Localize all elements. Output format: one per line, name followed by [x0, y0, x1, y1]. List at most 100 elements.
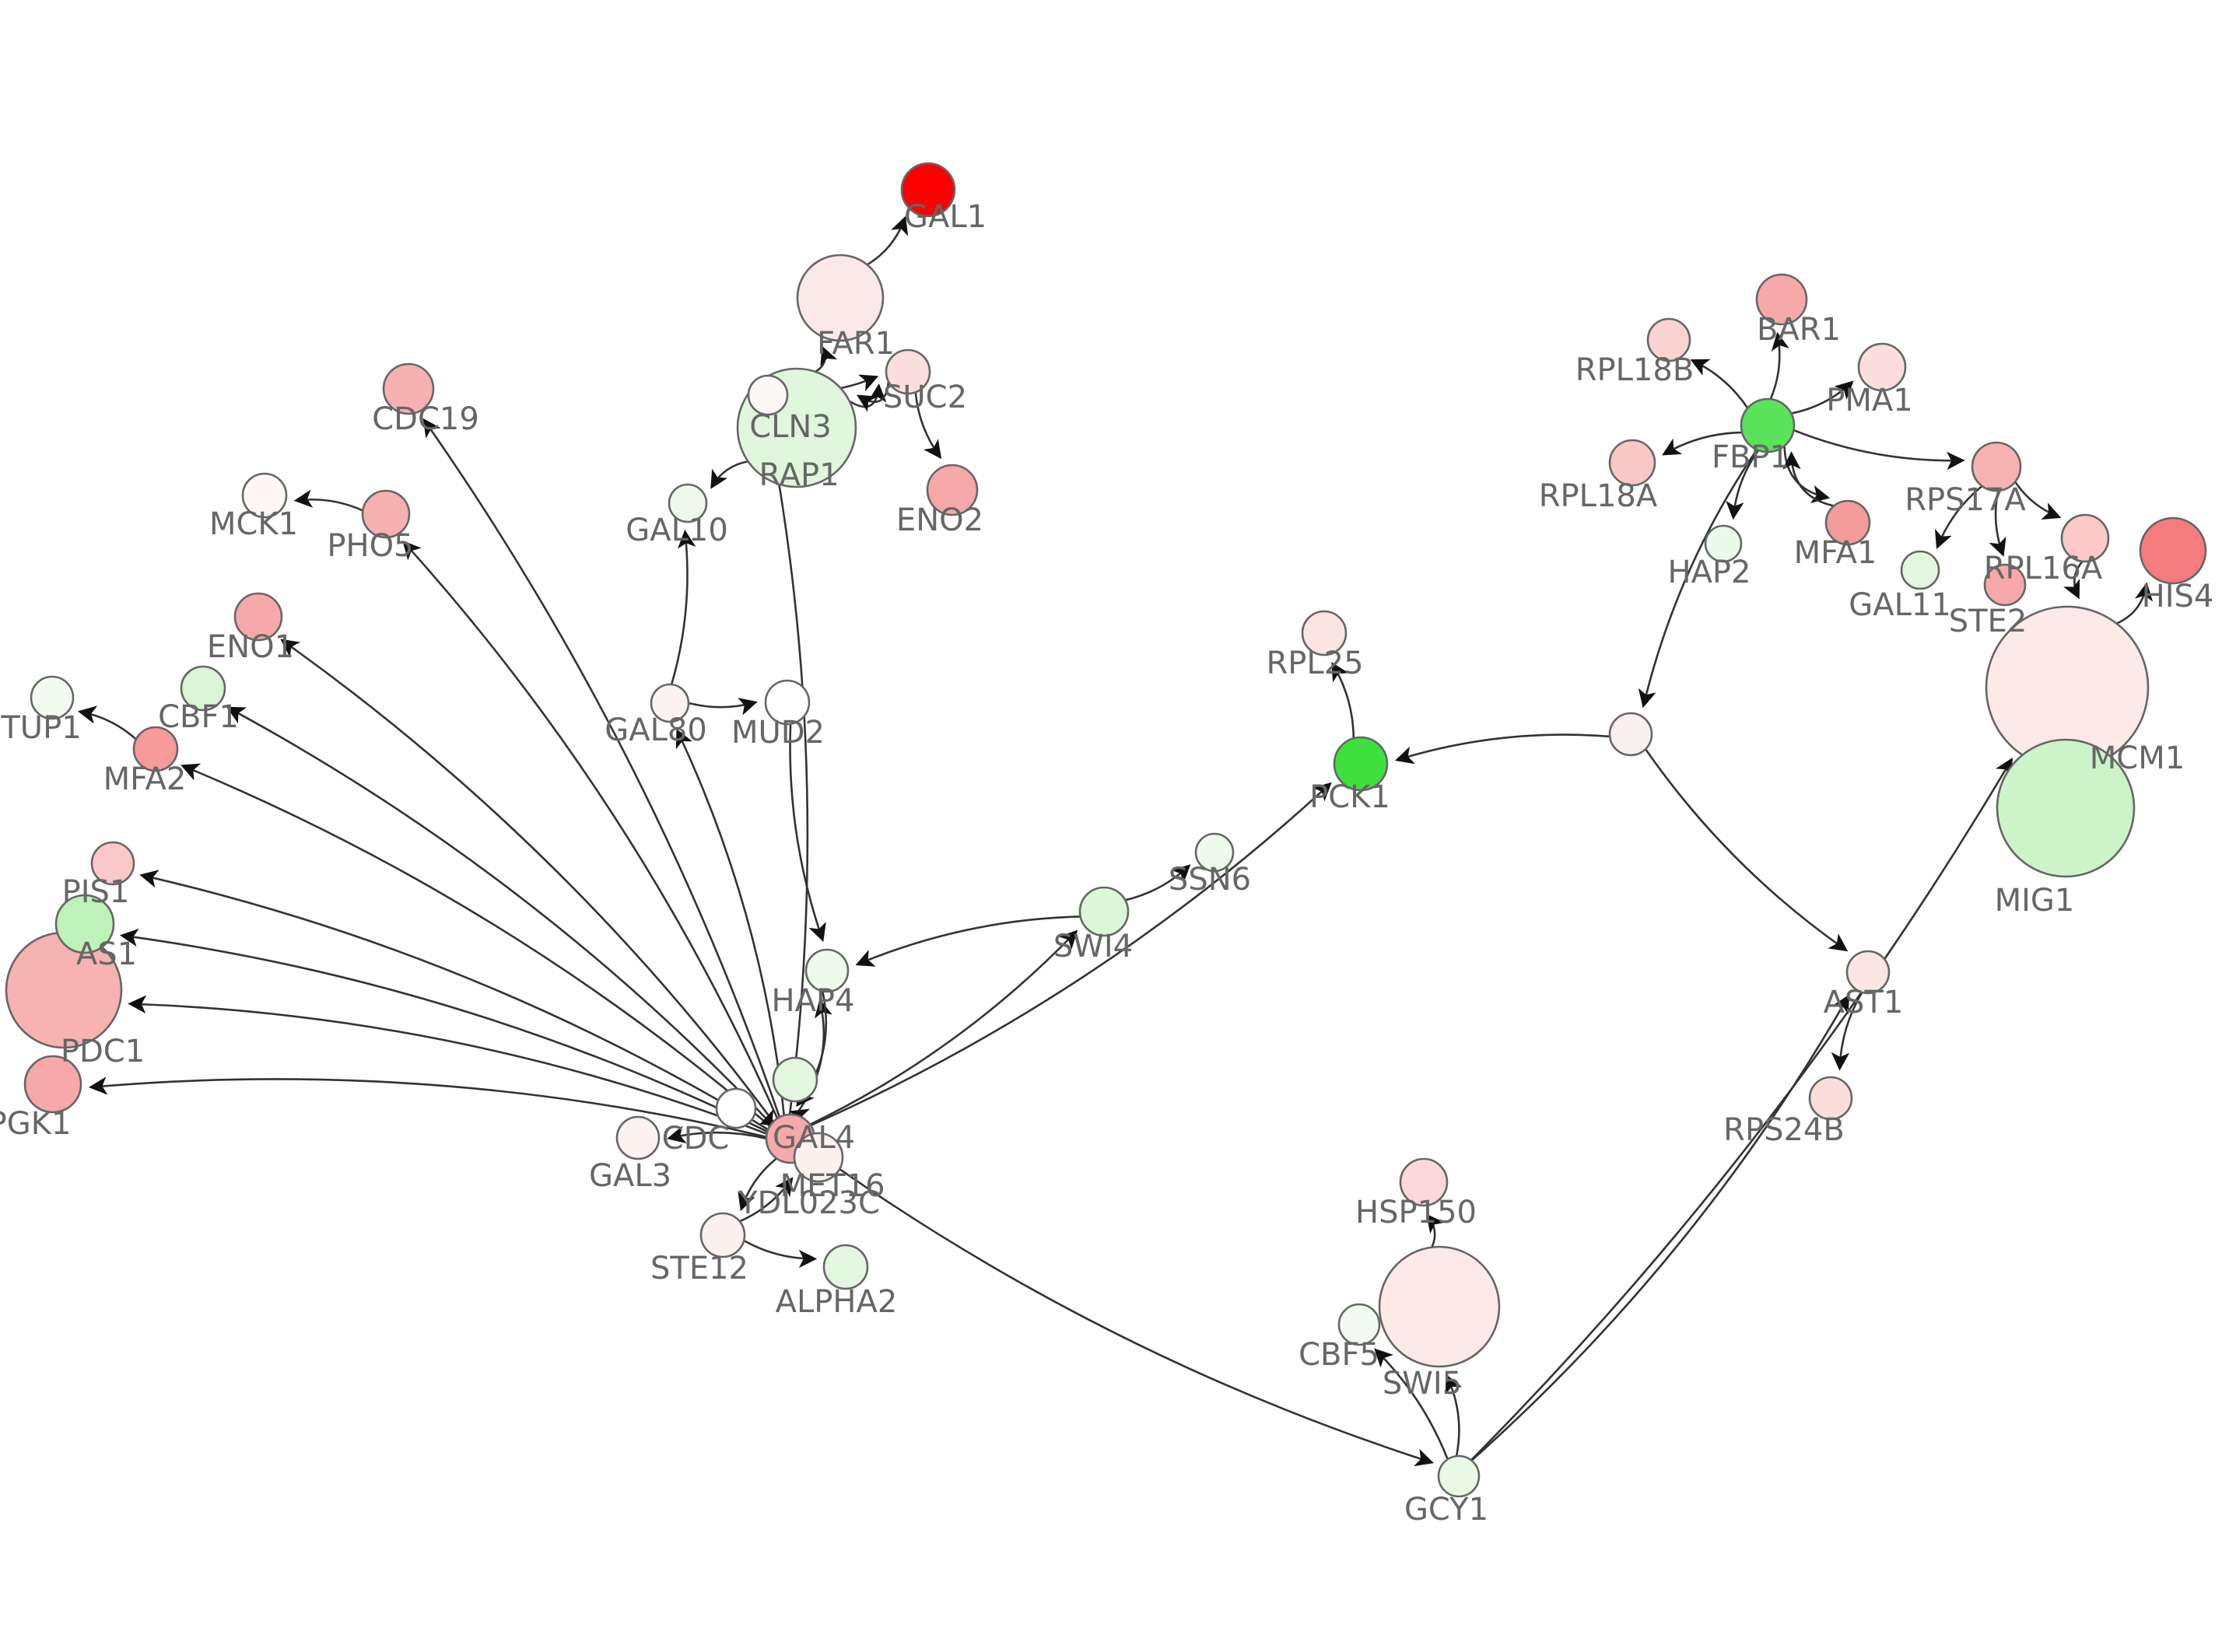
network-node-rap1[interactable]: [747, 374, 789, 416]
network-node-tup1[interactable]: [30, 675, 75, 720]
network-edge: [293, 489, 363, 512]
network-node-swi4[interactable]: [1078, 886, 1130, 937]
network-node-ssn6[interactable]: [1194, 832, 1235, 873]
network-edge: [402, 541, 779, 1119]
network-node-gal1[interactable]: [900, 162, 956, 218]
network-edge: [1662, 431, 1743, 456]
node-label-mfa1: MFA1: [1794, 535, 1877, 571]
network-node-eno1[interactable]: [233, 592, 283, 642]
network-node-gas1[interactable]: [54, 894, 115, 954]
network-node-gal3[interactable]: [615, 1115, 661, 1160]
node-label-mck1: MCK1: [209, 506, 298, 542]
node-label-swi5: SWI5: [1383, 1366, 1462, 1402]
node-label-ste12: STE12: [650, 1251, 748, 1286]
network-edge: [1989, 490, 2006, 557]
node-label-met16: MET16: [780, 1168, 885, 1204]
network-edge: [180, 763, 771, 1127]
network-node-ast1[interactable]: [1845, 950, 1891, 995]
network-edge: [738, 1157, 778, 1212]
network-node-mfa1[interactable]: [1824, 499, 1871, 546]
network-node-cdc28[interactable]: [715, 1087, 757, 1129]
network-node-fbp1[interactable]: [1740, 397, 1796, 453]
node-label-rpl18a: RPL18A: [1539, 478, 1658, 514]
node-label-eno2: ENO2: [896, 502, 983, 538]
network-node-pma1[interactable]: [1857, 342, 1907, 392]
network-node-pgk1[interactable]: [23, 1055, 82, 1114]
network-node-pis1[interactable]: [90, 841, 135, 886]
network-node-rps17a[interactable]: [1971, 441, 2022, 492]
network-node-gcy1[interactable]: [1437, 1454, 1481, 1498]
network-edge: [1374, 1348, 1449, 1460]
network-node-his4[interactable]: [2139, 516, 2207, 585]
network-node-swi5[interactable]: [1378, 1245, 1501, 1368]
network-node-gal10[interactable]: [668, 483, 708, 523]
node-label-gal11: GAL11: [1849, 587, 1951, 623]
node-label-his4: HIS4: [2142, 579, 2214, 614]
node-label-rps17a: RPS17A: [1905, 482, 2026, 518]
node-label-rap1: RAP1: [759, 457, 839, 493]
network-node-rpl18b[interactable]: [1646, 317, 1691, 362]
node-label-rps24b: RPS24B: [1723, 1112, 1845, 1148]
network-edge: [1331, 662, 1355, 739]
network-node-far1[interactable]: [796, 254, 885, 342]
node-label-mfa2: MFA2: [103, 761, 187, 797]
node-label-cdc28: CDC: [662, 1121, 730, 1157]
network-edge: [226, 706, 773, 1125]
network-node-pck1[interactable]: [1333, 736, 1389, 792]
node-label-cln3: CLN3: [749, 409, 832, 445]
network-node-rpl18a[interactable]: [1608, 439, 1656, 487]
network-edge: [1782, 451, 1835, 507]
network-node-mfa2[interactable]: [132, 726, 179, 772]
network-edge: [670, 529, 696, 685]
network-node-ste12[interactable]: [699, 1212, 746, 1258]
network-edge: [667, 1125, 767, 1144]
network-node-mud2[interactable]: [764, 679, 811, 726]
network-edge: [1793, 429, 1965, 471]
network-edge: [139, 870, 769, 1131]
node-label-eno1: ENO1: [207, 629, 294, 665]
network-node-mig1[interactable]: [1996, 738, 2136, 878]
network-node-pho5[interactable]: [361, 489, 411, 539]
network-edge: [128, 995, 768, 1136]
network-node-gal80[interactable]: [650, 683, 690, 723]
node-label-gas1: AS1: [76, 936, 137, 972]
network-node-eno2[interactable]: [926, 464, 979, 516]
network-edge: [1934, 485, 1983, 550]
network-edge: [857, 381, 890, 412]
network-node-gal11[interactable]: [1900, 550, 1940, 590]
node-label-pma1: PMA1: [1826, 383, 1912, 418]
network-node-rpl16a[interactable]: [2060, 513, 2110, 563]
network-node-cbf5[interactable]: [1337, 1303, 1381, 1346]
node-label-ssn6: SSN6: [1169, 862, 1251, 898]
node-label-cbf1: CBF1: [158, 699, 239, 735]
network-node-ydl023c[interactable]: [793, 1132, 844, 1183]
network-node-bar1[interactable]: [1755, 273, 1808, 326]
node-label-swi4: SWI4: [1053, 929, 1133, 964]
network-edge: [1644, 748, 1849, 952]
network-node-rpl25[interactable]: [1301, 610, 1348, 656]
node-label-gal3: GAL3: [589, 1158, 671, 1194]
network-node-midnode[interactable]: [1608, 712, 1653, 757]
network-node-hap2[interactable]: [1704, 524, 1743, 563]
network-node-hap4[interactable]: [804, 948, 850, 993]
network-edge: [2116, 582, 2154, 625]
network-edge: [762, 422, 809, 1115]
network-node-met16[interactable]: [772, 1056, 818, 1103]
network-edge: [743, 1239, 818, 1269]
network-node-hsp150[interactable]: [1399, 1157, 1449, 1207]
node-label-tup1: TUP1: [0, 710, 81, 746]
network-node-suc2[interactable]: [885, 348, 931, 395]
node-label-cdc19: CDC19: [372, 401, 479, 437]
network-node-rps24b[interactable]: [1808, 1076, 1853, 1121]
network-node-cbf1[interactable]: [180, 665, 226, 712]
node-label-rpl25: RPL25: [1266, 646, 1363, 681]
node-label-mig1: MIG1: [1995, 883, 2075, 919]
label-layer: GAL1 FAR1 SUC2 ENO2 CLN3 RAP1 GAL10 CDC19 MCK1 PH…: [0, 199, 2213, 1528]
node-label-alpha2: ALPHA2: [776, 1284, 898, 1320]
node-label-rpl18b: RPL18B: [1575, 352, 1695, 388]
network-node-ste2[interactable]: [1983, 563, 2027, 607]
network-node-cdc19[interactable]: [382, 362, 435, 415]
network-node-mck1[interactable]: [241, 472, 288, 519]
network-node-alpha2[interactable]: [822, 1244, 869, 1290]
